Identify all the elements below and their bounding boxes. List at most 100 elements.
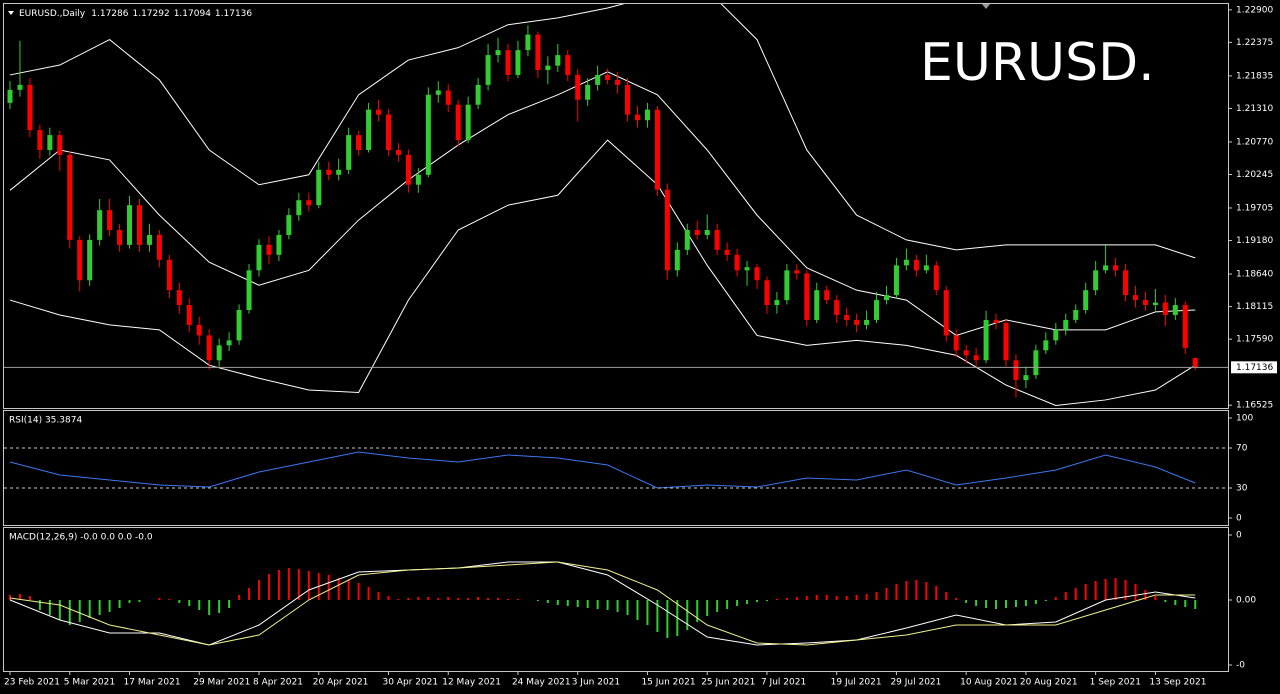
candle-body [774, 300, 780, 306]
candle-body [216, 345, 222, 361]
candle-body [1073, 310, 1079, 320]
candle-body [366, 109, 372, 150]
histogram-bar [457, 598, 460, 600]
open-value: 1.17286 [91, 9, 128, 19]
candle-body [963, 350, 969, 356]
candle-body [107, 210, 113, 230]
histogram-bar [835, 596, 838, 600]
histogram-bar [188, 600, 191, 606]
x-tick-label: 25 Jun 2021 [701, 678, 755, 688]
histogram-bar [18, 594, 21, 600]
histogram-bar [297, 569, 300, 600]
histogram-bar [467, 598, 470, 600]
candle-body [206, 335, 212, 361]
candle-body [993, 319, 999, 324]
x-tick-label: 23 Feb 2021 [4, 678, 60, 688]
y-tick-label: 1.19180 [1236, 236, 1273, 246]
histogram-bar [277, 570, 280, 600]
candle-body [296, 200, 302, 216]
candle-body [196, 324, 202, 336]
histogram-bar [795, 597, 798, 600]
histogram-bar [337, 578, 340, 600]
histogram-bar [815, 595, 818, 600]
candle-body [27, 84, 33, 131]
x-tick-label: 24 May 2021 [512, 678, 571, 688]
candle-body [376, 109, 382, 115]
y-tick-label: 1.21310 [1236, 104, 1273, 114]
candle-body [1162, 302, 1168, 315]
candle-body [545, 65, 551, 70]
histogram-bar [1094, 581, 1097, 600]
x-tick-label: 30 Apr 2021 [382, 678, 438, 688]
candle-body [495, 50, 501, 56]
histogram-bar [417, 597, 420, 600]
histogram-bar [985, 600, 988, 608]
histogram-bar [198, 600, 201, 610]
histogram-bar [576, 600, 579, 607]
histogram-bar [1194, 600, 1197, 609]
candle-body [913, 259, 919, 271]
rsi-plot [9, 451, 1196, 489]
histogram-bar [855, 595, 858, 600]
histogram-bar [1074, 588, 1077, 600]
y-tick-label: 30 [1236, 484, 1248, 494]
candle-body [246, 270, 252, 311]
candle-body [1172, 305, 1178, 315]
macd-panel [3, 527, 1229, 672]
x-tick-label: 12 May 2021 [442, 678, 501, 688]
histogram-bar [716, 600, 719, 612]
x-tick-label: 10 Aug 2021 [960, 678, 1018, 688]
candle-body [236, 310, 242, 341]
candle-body [97, 210, 103, 240]
candle-body [814, 290, 820, 320]
close-value: 1.17136 [215, 9, 252, 19]
histogram-bar [178, 600, 181, 603]
candle-body [973, 355, 979, 361]
histogram-bar [556, 600, 559, 605]
x-tick-label: 3 Jun 2021 [572, 678, 620, 688]
candle-body [176, 290, 182, 306]
candle-body [724, 249, 730, 255]
histogram-bar [1114, 578, 1117, 600]
price-panel [3, 3, 1229, 409]
histogram-bar [58, 600, 61, 620]
candle-body [605, 74, 611, 80]
x-tick-label: 29 Jul 2021 [890, 678, 941, 688]
histogram-bar [636, 600, 639, 620]
candle-body [166, 259, 172, 291]
candle-body [1152, 302, 1158, 306]
histogram-bar [546, 600, 549, 603]
candle-body [893, 265, 899, 296]
histogram-bar [48, 600, 51, 615]
histogram-bar [238, 595, 241, 600]
candle-body [714, 229, 720, 250]
symbol-label: EURUSD.,Daily [19, 9, 86, 19]
histogram-bar [407, 598, 410, 600]
candle-body [356, 135, 362, 150]
histogram-bar [447, 597, 450, 600]
macd-header: MACD(12,26,9) -0.0 0.0 0.0 -0.0 [9, 533, 153, 543]
x-tick-label: 1 Sep 2021 [1090, 678, 1141, 688]
candle-body [1192, 358, 1198, 368]
histogram-bar [108, 600, 111, 612]
histogram-bar [1164, 600, 1167, 602]
histogram-bar [168, 599, 171, 600]
histogram-bar [208, 600, 211, 615]
candle-body [844, 314, 850, 320]
candle-body [1013, 360, 1019, 381]
menu-arrow[interactable] [8, 11, 14, 15]
current-price-box [1231, 361, 1277, 374]
candle-body [77, 239, 83, 281]
candle-body [485, 55, 491, 85]
candle-body [734, 254, 740, 271]
y-tick-label: -0 [1236, 661, 1245, 671]
histogram-bar [327, 575, 330, 600]
x-tick-label: 8 Apr 2021 [253, 678, 303, 688]
histogram-bar [805, 596, 808, 600]
histogram-bar [606, 600, 609, 610]
symbol-watermark: EURUSD. [920, 33, 1155, 93]
candle-body [146, 234, 152, 245]
candle-body [346, 135, 352, 170]
histogram-bar [38, 600, 41, 610]
